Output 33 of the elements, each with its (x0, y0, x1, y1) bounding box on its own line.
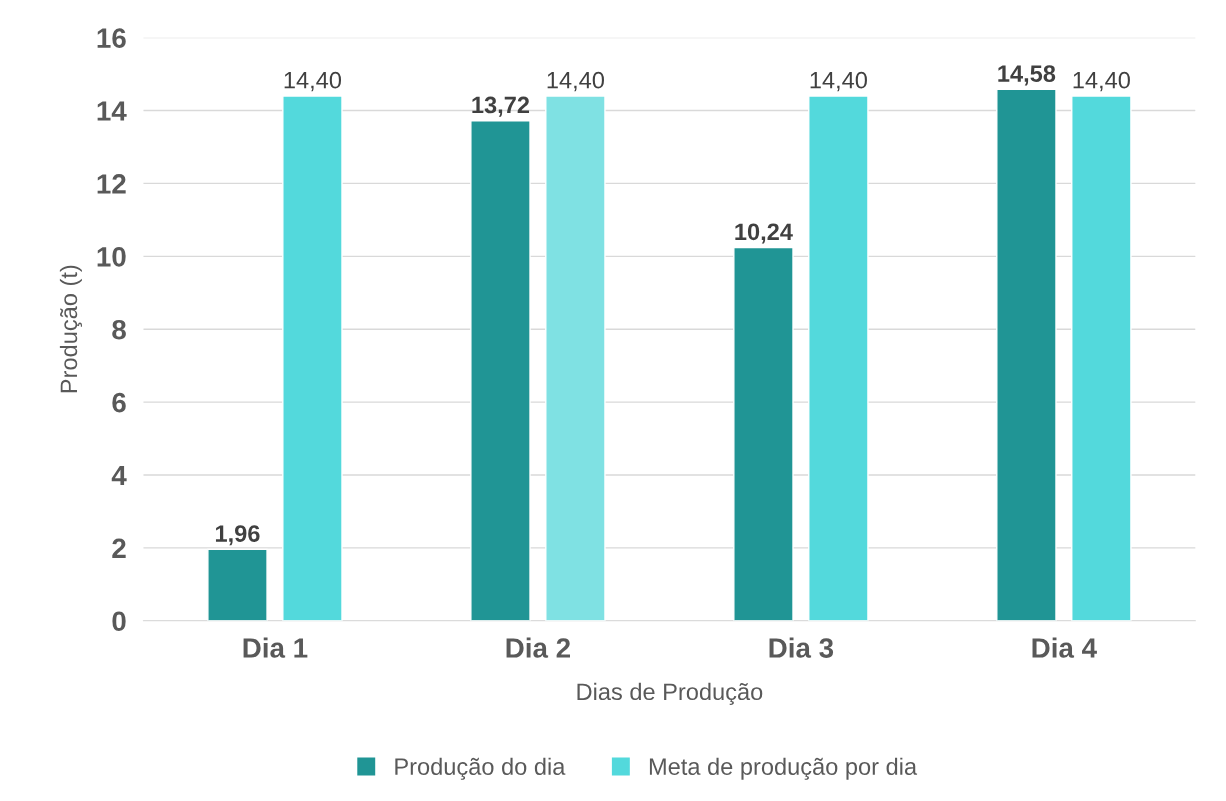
data-label: 1,96 (215, 525, 260, 546)
bar (733, 246, 794, 621)
data-label: 14,58 (998, 65, 1056, 86)
data-label: 14,40 (284, 71, 342, 92)
bar (996, 88, 1057, 621)
y-tick-label: 6 (112, 392, 126, 413)
y-tick-label: 0 (112, 611, 126, 632)
bar (207, 548, 268, 621)
data-label: 14,40 (547, 71, 604, 92)
y-tick-label: 14 (97, 101, 127, 121)
data-label: 10,24 (735, 223, 793, 244)
bar (545, 95, 606, 621)
legend-label: Meta de produção por dia (649, 757, 918, 780)
data-label: 14,40 (810, 71, 867, 92)
legend-label: Produção do dia (395, 757, 566, 780)
y-axis-title: Produção (t) (59, 265, 82, 393)
y-tick-label: 4 (111, 465, 127, 486)
bar (282, 95, 343, 621)
bar (1071, 95, 1132, 621)
y-tick-label: 2 (112, 538, 126, 558)
x-tick-label: Dia 1 (243, 637, 308, 658)
data-label: 13,72 (472, 96, 530, 117)
y-tick-label: 10 (97, 246, 126, 267)
x-tick-label: Dia 4 (1032, 637, 1097, 658)
x-axis-title: Dias de Produção (577, 682, 763, 705)
bar (808, 95, 869, 621)
x-tick-label: Dia 2 (506, 637, 570, 658)
y-tick-label: 16 (97, 28, 126, 48)
bar (470, 120, 531, 621)
x-tick-label: Dia 3 (769, 637, 834, 658)
data-label: 14,40 (1073, 71, 1130, 92)
y-tick-label: 8 (112, 319, 126, 340)
y-tick-label: 12 (97, 174, 126, 194)
